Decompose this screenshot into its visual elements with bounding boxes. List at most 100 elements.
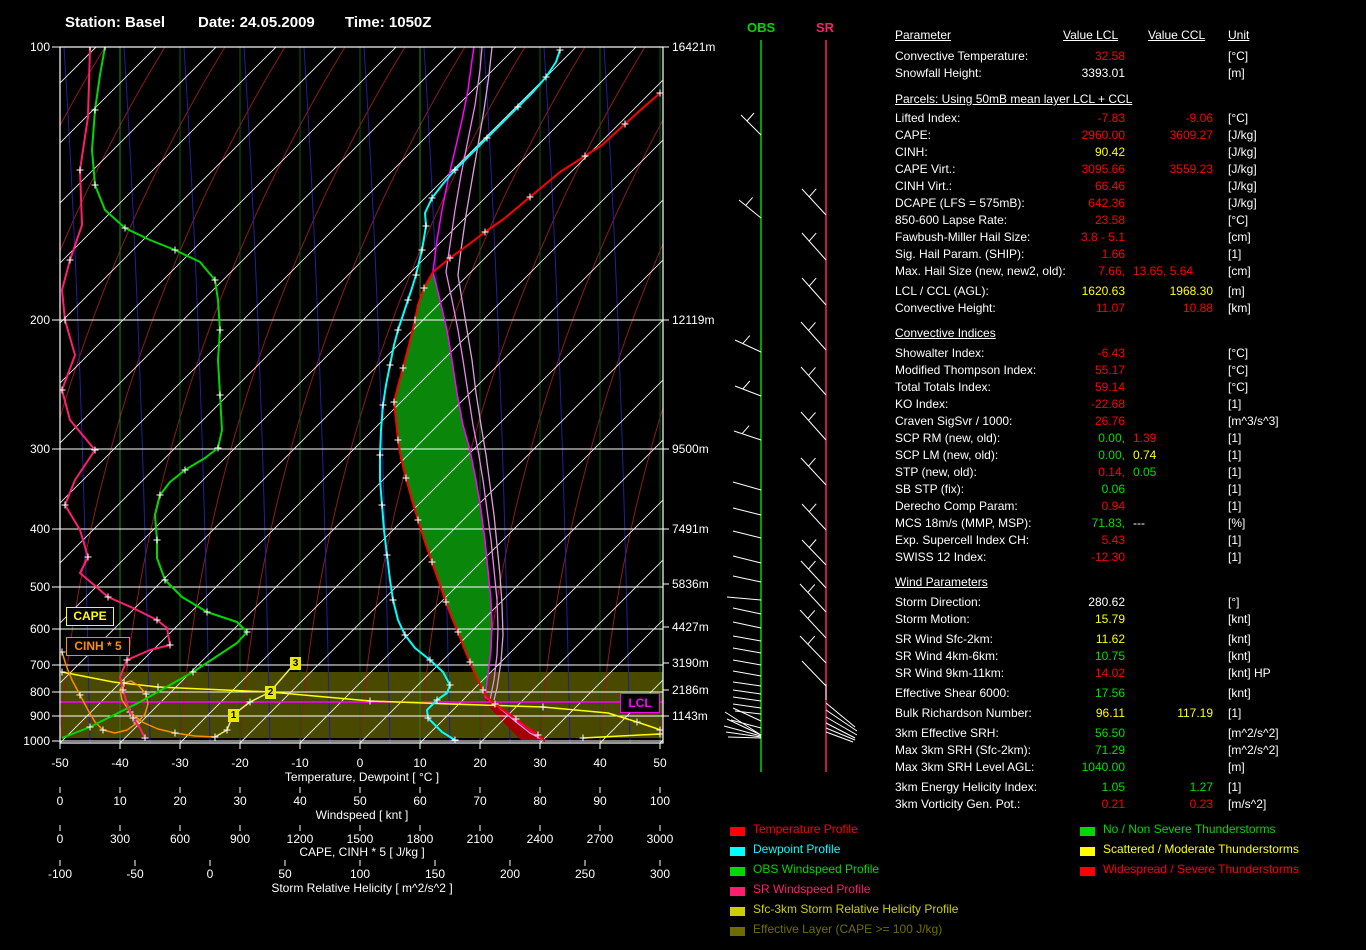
wind-barb <box>799 609 827 639</box>
lcl-label-box: LCL <box>620 693 660 713</box>
param-unit: [m^2/s^2] <box>1228 726 1279 740</box>
pressure-label-900: 900 <box>29 709 50 723</box>
param-label: SR Wind 4km-6km: <box>895 649 999 663</box>
pressure-label-400: 400 <box>29 522 50 536</box>
axis2-tick-label-1800: 1800 <box>406 832 434 846</box>
wind-barb-flag <box>746 112 755 122</box>
moist-adiabat-line <box>239 47 466 743</box>
param-unit: [J/kg] <box>1228 196 1257 210</box>
axis2-title: CAPE, CINH * 5 [ J/kg ] <box>299 845 425 859</box>
param-label: Craven SigSvr / 1000: <box>895 414 1013 428</box>
param-value-lcl: 26.76 <box>955 414 1125 428</box>
value-part: 280.62 <box>1088 595 1125 609</box>
param-value-ccl: 117.19 <box>1128 706 1213 720</box>
axis2-tick-label-2100: 2100 <box>466 832 494 846</box>
isotherm-line <box>60 79 663 684</box>
value-part: 1040.00 <box>1081 760 1125 774</box>
wind-barb <box>732 689 762 695</box>
wind-barb <box>801 188 827 216</box>
param-unit: [km] <box>1228 301 1251 315</box>
param-unit: [m^3/s^3] <box>1228 414 1279 428</box>
axis0-tick-label-20: 20 <box>473 756 487 770</box>
cinh-label-box: CINH * 5 <box>66 637 130 656</box>
value-part: 15.79 <box>1094 612 1125 626</box>
legend-risk-item-0: No / Non Severe Thunderstorms <box>1080 822 1366 844</box>
wind-barb <box>740 114 762 136</box>
param-unit: [J/kg] <box>1228 162 1257 176</box>
value-part: 3609.27 <box>1169 128 1213 142</box>
legend-profile-label: Temperature Profile <box>753 822 858 836</box>
param-value-lcl: 1.66 <box>955 247 1125 261</box>
wind-barb <box>732 647 762 654</box>
axis2-tick-label-900: 900 <box>229 832 251 846</box>
param-unit: [m] <box>1228 66 1245 80</box>
param-value-lcl: 642.36 <box>955 196 1125 210</box>
axis3-tick-label-250: 250 <box>574 867 596 881</box>
param-label: CAPE Virt.: <box>895 162 956 176</box>
param-value-lcl: 0.00, <box>955 448 1125 462</box>
axis0-tick-label-40: 40 <box>593 756 607 770</box>
legend-profile-item-4: Sfc-3km Storm Relative Helicity Profile <box>730 902 1070 924</box>
profile-obs-wind <box>61 47 248 739</box>
value-part: 0.23 <box>1189 797 1213 811</box>
wind-barb-flag <box>807 635 816 645</box>
axis3-tick-label-50: 50 <box>278 867 292 881</box>
profile-temperature <box>393 92 661 742</box>
wind-barb <box>727 736 762 739</box>
param-label: SCP RM (new, old): <box>895 431 1001 445</box>
wind-barb <box>725 731 762 738</box>
param-unit: [m/s^2] <box>1228 797 1267 811</box>
param-value-extra: 0.74 <box>1133 448 1156 462</box>
param-value-lcl: 71.29 <box>955 743 1125 757</box>
param-value-lcl: 55.17 <box>955 363 1125 377</box>
param-value-lcl: 2960.00 <box>955 128 1125 142</box>
value-part: 7.66, <box>1098 264 1125 278</box>
param-value-extra: 0.05 <box>1133 465 1156 479</box>
param-unit: [°C] <box>1228 363 1249 377</box>
legend-profile-swatch <box>730 887 745 896</box>
param-value-extra: 1.39 <box>1133 431 1156 445</box>
value-part: 0.00, <box>1098 431 1125 445</box>
altitude-label-12119m: 12119m <box>672 313 715 327</box>
wind-barb <box>732 530 762 539</box>
axis0-tick-label--20: -20 <box>231 756 249 770</box>
param-value-extra: --- <box>1133 516 1145 530</box>
pressure-label-100: 100 <box>29 40 50 54</box>
wind-barb <box>732 555 762 564</box>
axis1-tick-label-80: 80 <box>533 794 547 808</box>
legend-profile-item-1: Dewpoint Profile <box>730 842 1070 864</box>
wind-barb-flag <box>741 425 750 435</box>
param-unit: [J/kg] <box>1228 128 1257 142</box>
param-value-lcl: 5.43 <box>955 533 1125 547</box>
value-part: 56.50 <box>1094 726 1125 740</box>
isotherm-line <box>479 559 663 743</box>
panel-col-value-lcl: Value LCL <box>1063 28 1119 42</box>
wind-barb <box>799 583 827 613</box>
legend-risk-swatch <box>1080 867 1095 876</box>
wind-barb <box>732 507 762 516</box>
wind-barb <box>732 681 762 687</box>
value-part: 0.00, <box>1098 448 1125 462</box>
axis3-title: Storm Relative Helicity [ m^2/s^2 ] <box>271 881 453 895</box>
param-value-lcl: 56.50 <box>955 726 1125 740</box>
axis0-tick-label--10: -10 <box>291 756 309 770</box>
param-label: Total Totals Index: <box>895 380 991 394</box>
legend-profile-swatch <box>730 867 745 876</box>
profile-cape-profile-sfc <box>582 733 661 739</box>
param-unit: [knt] <box>1228 612 1251 626</box>
value-part: 66.46 <box>1094 179 1125 193</box>
wind-barb-flag <box>808 503 817 513</box>
legend-profile-label: Effective Layer (CAPE >= 100 J/kg) <box>753 922 943 936</box>
wind-barb <box>800 321 827 351</box>
wind-barb <box>800 457 827 486</box>
wind-barb <box>724 711 762 736</box>
altitude-label-7491m: 7491m <box>672 522 709 536</box>
param-value-lcl: 10.75 <box>955 649 1125 663</box>
param-unit: [m^2/s^2] <box>1228 743 1279 757</box>
axis0-tick-label--30: -30 <box>171 756 189 770</box>
value-part: 0.94 <box>1101 499 1125 513</box>
altitude-label-16421m: 16421m <box>672 40 716 54</box>
param-value-lcl: 11.07 <box>955 301 1125 315</box>
param-label: Convective Temperature: <box>895 49 1029 63</box>
